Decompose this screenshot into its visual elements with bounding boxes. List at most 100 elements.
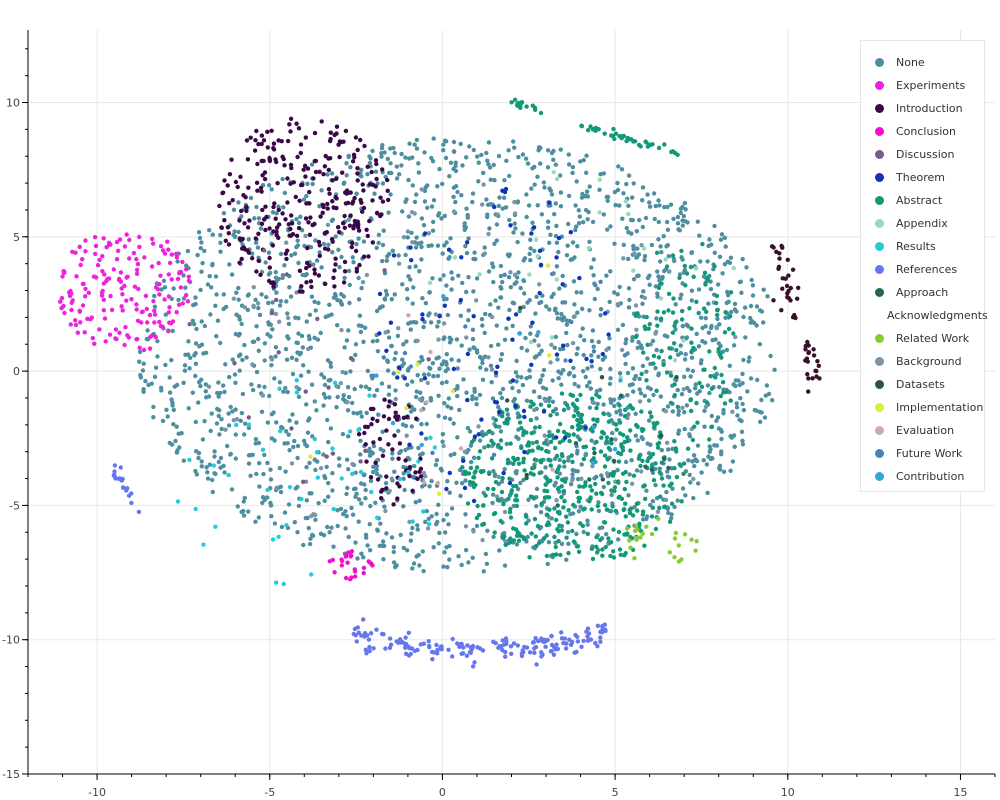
data-point [181, 296, 187, 301]
data-point [529, 431, 534, 436]
data-point [636, 340, 641, 345]
data-point [534, 439, 539, 445]
data-point [579, 124, 585, 129]
data-point [511, 301, 517, 306]
data-point [480, 429, 485, 435]
data-point [541, 536, 547, 541]
legend-item[interactable]: None [875, 51, 984, 74]
data-point [404, 433, 409, 438]
legend-item[interactable]: Results [875, 235, 984, 258]
data-point [458, 297, 463, 303]
data-point [194, 326, 199, 332]
data-point [273, 345, 279, 350]
data-point [662, 204, 667, 210]
data-point [515, 239, 520, 245]
legend-item[interactable]: Abstract [875, 189, 984, 212]
data-point [631, 243, 636, 249]
data-point [719, 436, 724, 442]
data-point [539, 654, 544, 659]
data-point [426, 231, 432, 236]
legend-item[interactable]: Evaluation [875, 419, 984, 442]
data-point [202, 248, 207, 254]
data-point [496, 305, 501, 310]
data-point [326, 480, 331, 486]
data-point [498, 445, 504, 451]
data-point [718, 237, 724, 242]
data-point [155, 339, 160, 344]
data-point [522, 291, 527, 296]
data-point [482, 445, 487, 450]
data-point [491, 492, 496, 497]
legend-item[interactable]: Introduction [875, 97, 984, 120]
legend-swatch [875, 357, 884, 366]
data-point [521, 477, 526, 483]
data-point [656, 145, 662, 151]
data-point [677, 462, 682, 467]
data-point [100, 288, 105, 294]
data-point [216, 413, 221, 419]
data-point [558, 552, 563, 558]
data-point [391, 544, 397, 550]
data-point [405, 382, 410, 387]
legend-item[interactable]: Future Work [875, 442, 984, 465]
data-point [750, 283, 756, 288]
data-point [303, 389, 308, 394]
data-point [448, 453, 453, 458]
legend-item[interactable]: Experiments [875, 74, 984, 97]
data-point [574, 290, 579, 295]
legend-item[interactable]: Conclusion [875, 120, 984, 143]
data-point [591, 349, 597, 354]
legend-item[interactable]: Datasets [875, 373, 984, 396]
data-point [232, 372, 238, 377]
legend-item[interactable]: References [875, 258, 984, 281]
legend-item[interactable]: Appendix [875, 212, 984, 235]
data-point [306, 369, 311, 374]
data-point [464, 289, 469, 295]
data-point [276, 350, 281, 355]
data-point [687, 434, 693, 439]
legend-item[interactable]: Theorem [875, 166, 984, 189]
data-point [349, 244, 354, 250]
data-point [514, 503, 519, 509]
data-point [261, 138, 267, 143]
data-point [488, 202, 493, 207]
data-point [328, 156, 333, 161]
data-point [531, 389, 537, 394]
data-point [422, 231, 428, 236]
data-point [585, 626, 591, 631]
data-point [484, 150, 489, 156]
data-point [488, 363, 494, 368]
data-point [202, 323, 208, 329]
data-point [412, 407, 417, 412]
data-point [399, 151, 404, 157]
data-point [633, 411, 638, 416]
data-point [203, 382, 208, 387]
data-point [668, 202, 674, 207]
legend-item[interactable]: Implementation [875, 396, 984, 419]
data-point [431, 198, 437, 203]
legend-item[interactable]: Discussion [875, 143, 984, 166]
legend-item[interactable]: Related Work [875, 327, 984, 350]
data-point [571, 365, 576, 371]
data-point [108, 293, 113, 299]
legend-item[interactable]: Contribution [875, 465, 984, 488]
legend-item[interactable]: Background [875, 350, 984, 373]
data-point [338, 381, 343, 386]
data-point [330, 178, 335, 183]
data-point [455, 393, 460, 399]
data-point [559, 636, 565, 641]
data-point [372, 191, 377, 196]
data-point [672, 358, 678, 363]
data-point [576, 477, 581, 482]
legend-item[interactable]: Acknowledgments [875, 304, 988, 327]
data-point [598, 639, 603, 644]
data-point [421, 223, 427, 228]
legend-item[interactable]: Approach [875, 281, 984, 304]
data-point [579, 424, 584, 430]
data-point [268, 500, 273, 506]
data-point [143, 378, 148, 384]
data-point [225, 183, 230, 188]
data-point [274, 580, 279, 585]
data-point [251, 285, 256, 290]
data-point [658, 259, 663, 264]
